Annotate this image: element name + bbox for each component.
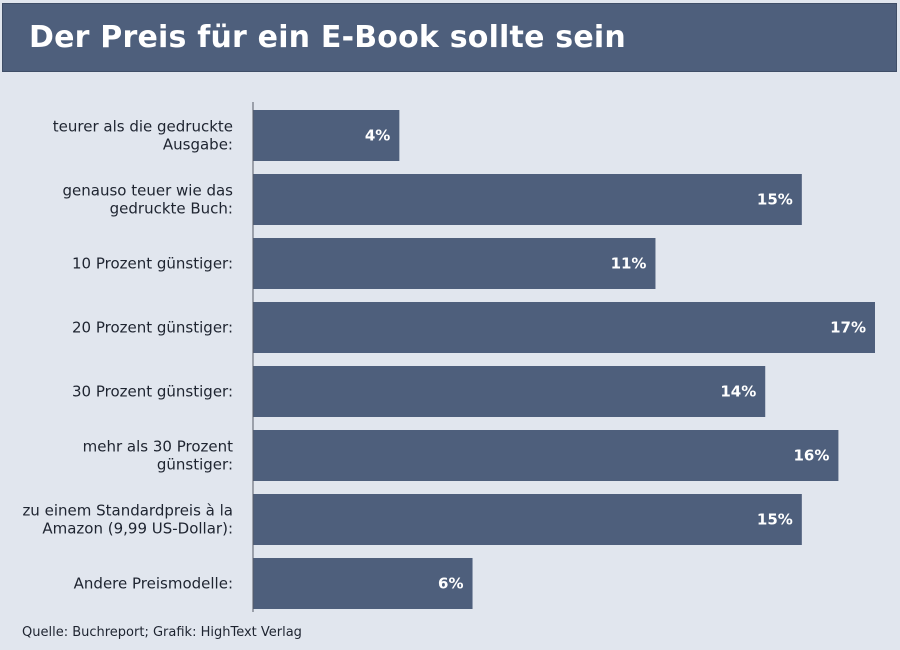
bar [253, 558, 473, 609]
data-label: 17% [830, 319, 866, 337]
bar [253, 366, 766, 417]
data-label: 11% [611, 255, 647, 273]
data-label: 16% [794, 447, 830, 465]
bar [253, 110, 400, 161]
bar [253, 238, 656, 289]
category-label: 20 Prozent günstiger: [72, 319, 233, 337]
category-label: genauso teuer wie das gedruckte Buch: [63, 182, 234, 218]
category-label: Andere Preismodelle: [74, 575, 233, 593]
bar [253, 494, 802, 545]
data-label: 6% [438, 575, 463, 593]
data-label: 15% [757, 511, 793, 529]
data-label: 4% [365, 127, 390, 145]
data-label: 14% [720, 383, 756, 401]
category-label: zu einem Standardpreis à la Amazon (9,99 … [22, 502, 233, 538]
bar [253, 302, 875, 353]
category-label: 10 Prozent günstiger: [72, 255, 233, 273]
category-label: teurer als die gedruckte Ausgabe: [53, 118, 233, 154]
data-label: 15% [757, 191, 793, 209]
bar [253, 174, 802, 225]
title-banner: Der Preis für ein E-Book sollte sein [3, 4, 896, 71]
category-label: mehr als 30 Prozent günstiger: [83, 438, 233, 474]
source-note: Quelle: Buchreport; Grafik: HighText Ver… [22, 625, 302, 640]
bar [253, 430, 839, 481]
chart-title: Der Preis für ein E-Book sollte sein [29, 20, 626, 55]
category-label: 30 Prozent günstiger: [72, 383, 233, 401]
